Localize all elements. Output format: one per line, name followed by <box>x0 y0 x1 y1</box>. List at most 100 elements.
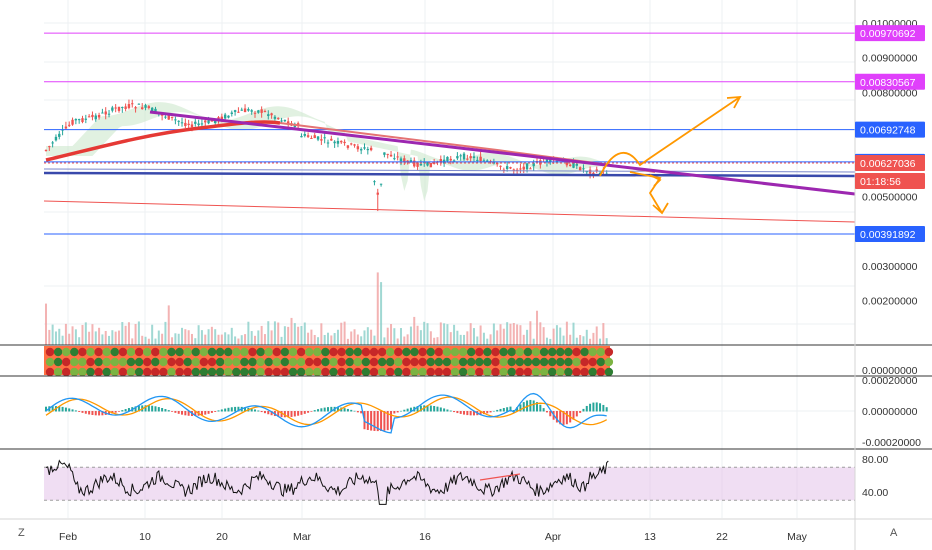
price-tick-label: 0.00300000 <box>862 261 918 273</box>
macd-histogram-bar <box>579 411 582 413</box>
macd-histogram-bar <box>509 406 512 412</box>
candle <box>273 115 277 121</box>
signal-dot <box>507 367 516 377</box>
macd-histogram-bar <box>45 406 47 412</box>
macd-histogram-bar <box>453 411 456 413</box>
volume-bar <box>290 317 293 345</box>
candle <box>300 133 303 138</box>
macd-histogram-bar <box>409 407 412 412</box>
volume-bar <box>456 330 459 345</box>
price-tags[interactable]: 0.009706920.008305670.006927480.00599921… <box>855 25 925 243</box>
signal-dot <box>564 367 573 377</box>
signal-dot <box>572 347 581 357</box>
macd-histogram-bar <box>459 411 462 414</box>
candle-body <box>207 120 210 124</box>
candle-body <box>333 141 336 144</box>
signal-dot <box>475 347 484 357</box>
candle <box>270 112 273 119</box>
candle <box>227 115 230 119</box>
volume-bar <box>403 336 406 345</box>
candle <box>310 135 313 139</box>
macd-histogram-bar <box>217 410 220 412</box>
candle-body <box>257 110 260 113</box>
volume-bar <box>190 333 193 345</box>
volume-bar <box>280 336 283 345</box>
timezone-button[interactable]: Z <box>18 527 25 539</box>
candle-body <box>343 141 346 144</box>
volume-bar <box>549 338 552 345</box>
candle <box>303 131 306 138</box>
signal-dot <box>280 357 290 367</box>
macd-histogram-bar <box>164 409 167 412</box>
signal-dot <box>296 347 306 357</box>
volume-bar <box>366 327 369 345</box>
candle-body <box>223 114 227 119</box>
macd-histogram-bar <box>393 411 396 414</box>
candle-body <box>529 168 532 170</box>
level-price-tag-bg <box>855 25 925 42</box>
auto-scale-button[interactable]: A <box>890 527 898 539</box>
volume-bar <box>131 338 134 345</box>
signal-dot <box>61 367 71 377</box>
macd-histogram-bar <box>161 407 164 412</box>
volume-bar <box>333 333 336 345</box>
candle-body <box>111 107 114 111</box>
macd-line <box>45 392 607 434</box>
signal-dot <box>305 367 314 377</box>
macd-histogram-bar <box>429 405 432 412</box>
candle <box>456 152 459 161</box>
macd-histogram-bar <box>184 411 187 416</box>
signal-dot <box>458 357 468 367</box>
macd-histogram-bar <box>582 408 585 412</box>
signal-dot <box>483 357 492 367</box>
macd-histogram-bar <box>64 407 67 412</box>
macd-histogram-bar <box>157 407 160 412</box>
candle-body <box>476 159 479 161</box>
candle <box>499 165 502 170</box>
volume-bar <box>51 324 54 345</box>
volume-bar <box>161 333 164 345</box>
signal-dot <box>126 357 136 367</box>
volume-bar <box>502 328 505 345</box>
signal-dot <box>240 357 249 367</box>
candle <box>320 134 323 145</box>
macd-histogram-bar <box>356 411 359 413</box>
volume-bar <box>317 337 320 345</box>
macd-histogram-bar <box>290 411 293 417</box>
signal-dot <box>232 347 241 357</box>
signal-dot <box>361 357 371 367</box>
signal-dot <box>288 367 298 377</box>
signal-dot <box>442 367 452 377</box>
macd-histogram-bar <box>346 408 349 412</box>
signal-dot <box>313 367 322 377</box>
macd-histogram-bar <box>399 410 402 412</box>
rsi-panel <box>44 459 855 505</box>
macd-histogram-bar <box>207 411 210 414</box>
macd-histogram-bar <box>151 405 154 412</box>
candle <box>519 163 522 174</box>
volume-bar <box>399 328 402 345</box>
signal-dot <box>596 347 605 357</box>
macd-histogram-bar <box>595 402 598 412</box>
signal-dot <box>353 357 362 367</box>
macd-histogram-bar <box>343 408 346 412</box>
signal-dot <box>329 367 338 377</box>
macd-histogram-bar <box>267 411 270 415</box>
macd-histogram-bar <box>499 408 502 412</box>
macd-histogram-bar <box>489 411 492 413</box>
volume-bar <box>227 334 230 345</box>
candle-body <box>131 103 134 105</box>
candle-body <box>97 115 101 118</box>
signal-dot <box>499 357 508 367</box>
candle <box>250 109 253 115</box>
macd-histogram-bar <box>194 411 197 416</box>
candle-body <box>320 139 323 141</box>
candle-body <box>61 129 64 131</box>
macd-histogram-bar <box>592 402 595 412</box>
volume-bar <box>64 323 67 345</box>
signal-dot <box>467 367 476 377</box>
signal-dot <box>539 347 549 357</box>
signal-dot <box>199 357 209 367</box>
volume-bar <box>78 337 81 345</box>
signal-dot <box>264 367 273 377</box>
